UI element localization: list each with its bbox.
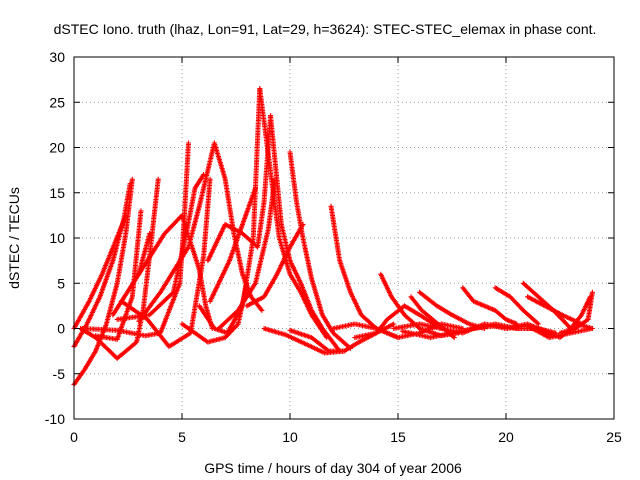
- x-tick-label: 15: [390, 429, 406, 445]
- axes: 0 5 10 15 20 25 -10 -5 0 5 10 15 20 25 30: [45, 49, 622, 445]
- y-tick-label: 25: [49, 94, 65, 110]
- data-series: [287, 149, 353, 351]
- chart-title: dSTEC Iono. truth (lhaz, Lon=91, Lat=29,…: [54, 21, 597, 37]
- x-axis-label: GPS time / hours of day 304 of year 2006: [204, 460, 462, 476]
- data-series-marks: [492, 285, 541, 327]
- data-series: [492, 285, 541, 327]
- y-tick-label: 0: [57, 321, 65, 337]
- data-series: [119, 176, 213, 350]
- y-tick-label: 30: [49, 49, 65, 65]
- data-series: [257, 86, 330, 341]
- data-marks: [71, 86, 595, 388]
- x-tick-label: 10: [282, 429, 298, 445]
- x-tick-label: 0: [70, 429, 78, 445]
- data-series: [207, 185, 258, 304]
- data-series-marks: [557, 289, 595, 336]
- y-tick-label: -5: [53, 366, 66, 382]
- y-tick-label: 10: [49, 230, 65, 246]
- data-series: [211, 140, 265, 313]
- data-series-marks: [257, 86, 330, 341]
- data-series-marks: [268, 113, 343, 354]
- y-tick-label: -10: [45, 411, 65, 427]
- data-series: [216, 176, 278, 331]
- data-series-marks: [136, 140, 217, 324]
- data-series: [268, 113, 343, 354]
- data-series-marks: [244, 221, 306, 309]
- data-series-marks: [216, 176, 278, 331]
- x-tick-label: 5: [178, 429, 186, 445]
- data-series: [460, 285, 520, 327]
- data-series-marks: [119, 176, 213, 350]
- y-axis-label: dSTEC / TECUs: [6, 187, 22, 289]
- data-series: [352, 303, 444, 341]
- y-tick-label: 20: [49, 140, 65, 156]
- data-series-marks: [460, 285, 520, 327]
- y-tick-label: 5: [57, 275, 65, 291]
- x-tick-label: 20: [498, 429, 514, 445]
- data-series: [557, 289, 595, 336]
- y-tick-label: 15: [49, 185, 65, 201]
- data-series-marks: [352, 303, 444, 341]
- x-tick-label: 25: [606, 429, 622, 445]
- data-series-marks: [211, 140, 265, 313]
- grid: [74, 57, 614, 419]
- data-series-marks: [136, 212, 215, 331]
- data-series: [136, 140, 217, 324]
- data-series-marks: [287, 149, 353, 351]
- data-series: [244, 221, 306, 309]
- data-series-marks: [207, 185, 258, 304]
- data-series: [136, 212, 215, 331]
